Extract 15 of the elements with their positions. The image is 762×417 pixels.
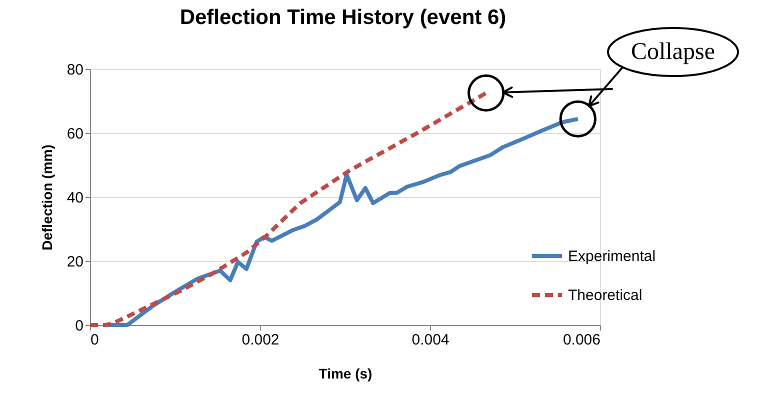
y-tick-label: 0 xyxy=(75,318,84,334)
annotation: Collapse xyxy=(631,39,715,65)
x-tick-label: 0.006 xyxy=(562,332,600,348)
x-axis-title: Time (s) xyxy=(318,366,372,382)
x-tick-label: 0.002 xyxy=(242,332,280,348)
legend-label: Experimental xyxy=(568,248,656,265)
y-axis-title: Deflection (mm) xyxy=(38,144,55,250)
y-tick-label: 60 xyxy=(66,126,84,142)
legend-label: Theoretical xyxy=(568,287,642,304)
x-tick-label: 0.004 xyxy=(412,332,450,348)
x-tick-label: 0 xyxy=(90,332,99,348)
y-tick-label: 80 xyxy=(66,62,84,78)
y-tick-label: 20 xyxy=(66,254,84,270)
chart-title: Deflection Time History (event 6) xyxy=(180,6,506,29)
y-tick-label: 40 xyxy=(66,190,84,206)
